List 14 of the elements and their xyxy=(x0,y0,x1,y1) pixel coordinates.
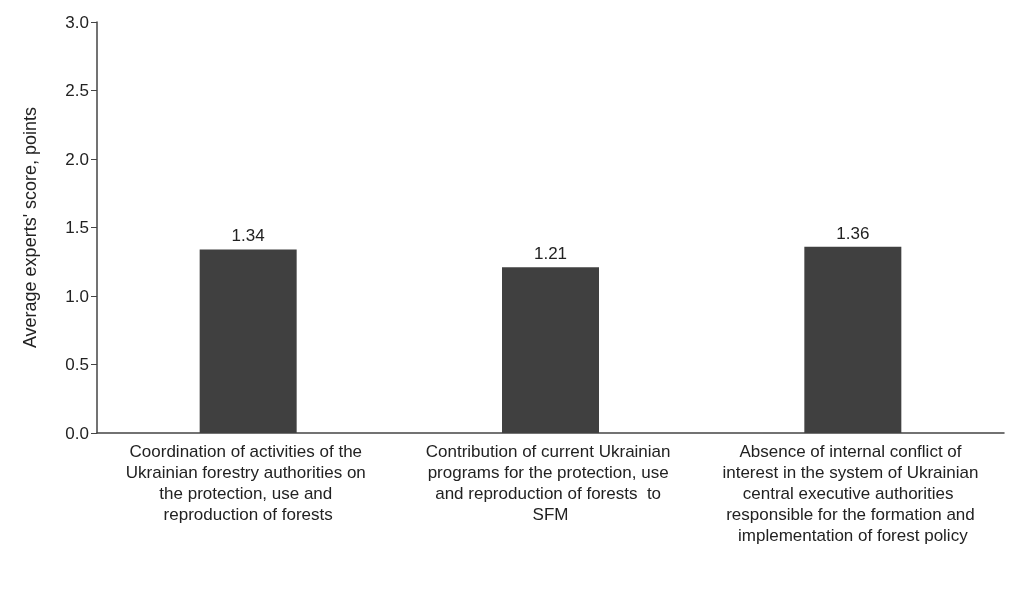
x-tick-label: Contribution of current Ukrainian programs for the protection, use and reproduction of forests to SFM xyxy=(425,442,676,524)
data-label: 1.36 xyxy=(836,223,870,243)
data-label: 1.34 xyxy=(231,226,265,246)
data-label: 1.21 xyxy=(533,244,568,264)
x-tick-label: Coordination of activities of the Ukrainian forestry authorities on the protection, use and reproduction of forests xyxy=(125,442,371,524)
y-tick-label: 2.5 xyxy=(65,81,89,100)
y-tick-label: 1.0 xyxy=(65,286,89,306)
x-tick-label: Absence of internal conflict of interest in the system of Ukrainian central executive authorities responsible for the formation and implementation of forest policy xyxy=(722,442,984,545)
y-tick-label: 0.5 xyxy=(65,355,89,374)
y-tick-label: 1.5 xyxy=(65,218,89,237)
y-axis-title: Average experts' score, points xyxy=(20,106,40,349)
y-tick-label: 0.0 xyxy=(65,423,89,443)
y-tick-label: 2.0 xyxy=(65,149,89,169)
y-tick-label: 3.0 xyxy=(65,12,89,32)
